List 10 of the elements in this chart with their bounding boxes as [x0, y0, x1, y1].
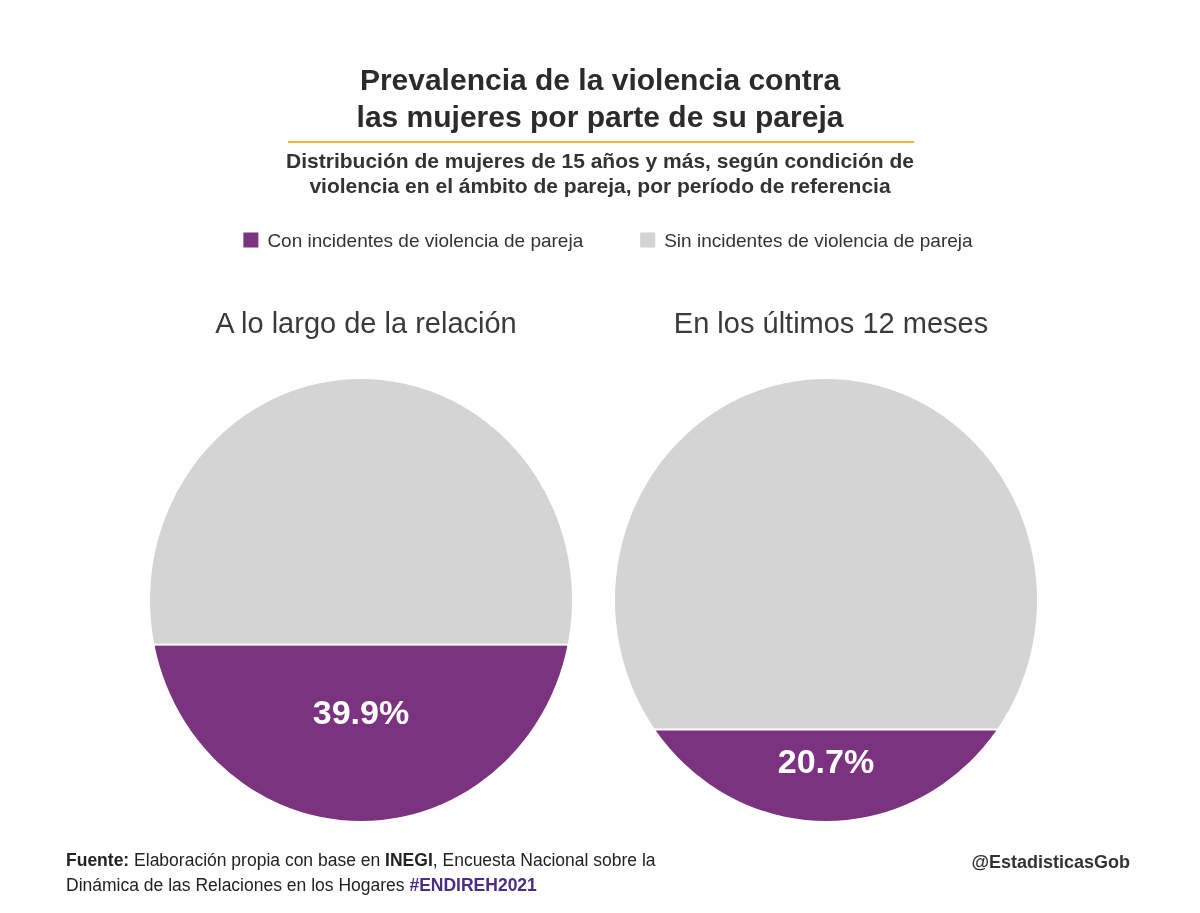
text: Fuente: Elaboración propia con base en INEGI, Encuesta Nacional sobre la Dinámica de las Relaciones en los Hogares #ENDIREH2021: [66, 850, 656, 895]
data-label: 20.7%: [777, 741, 875, 780]
x-tick-label: A lo largo de la relación: [215, 307, 517, 339]
legend-label: Sin incidentes de violencia de pareja: [664, 229, 974, 251]
data-label: 39.9%: [312, 693, 410, 732]
chart-subtitle: Distribución de mujeres de 15 años y más, según condición de violencia en el ámbito de pareja, por período de referencia: [286, 149, 914, 197]
x-tick-label: En los últimos 12 meses: [673, 307, 989, 339]
legend-label: Con incidentes de violencia de pareja: [267, 229, 584, 251]
text: @EstadisticasGob: [971, 852, 1130, 872]
chart-title: Prevalencia de la violencia contra las mujeres por parte de su pareja: [356, 63, 844, 133]
